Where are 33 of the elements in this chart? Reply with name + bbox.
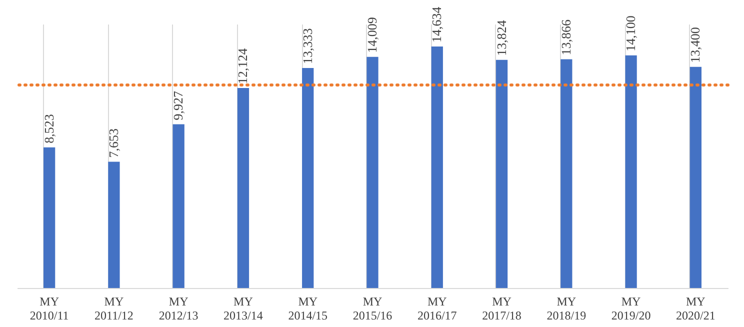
bar xyxy=(302,68,314,288)
x-tick-label: MY 2016/17 xyxy=(417,294,457,322)
data-label: 14,100 xyxy=(623,16,638,52)
x-tick-label: MY 2013/14 xyxy=(224,294,263,322)
bar xyxy=(431,46,443,288)
x-tick-label: MY 2012/13 xyxy=(158,294,198,322)
x-tick-label: MY 2015/16 xyxy=(352,294,392,322)
bar xyxy=(108,162,120,288)
bar xyxy=(690,66,702,288)
data-label: 9,927 xyxy=(170,90,186,120)
data-label: 14,634 xyxy=(429,6,444,43)
bar xyxy=(625,55,637,288)
data-label: 8,523 xyxy=(41,114,56,144)
data-label: 7,653 xyxy=(106,128,121,158)
data-label: 13,866 xyxy=(558,18,574,56)
x-tick-label: MY 2010/11 xyxy=(30,294,69,322)
data-label: 13,400 xyxy=(688,27,703,63)
bar xyxy=(366,56,378,288)
bar xyxy=(560,59,572,288)
bar xyxy=(44,147,56,288)
data-label: 13,333 xyxy=(300,28,315,64)
data-label: 14,009 xyxy=(364,17,380,53)
x-tick-label: MY 2019/20 xyxy=(611,294,651,322)
bar xyxy=(172,124,184,288)
data-label: 12,124 xyxy=(235,48,250,84)
x-tick-label: MY 2017/18 xyxy=(482,294,522,322)
x-tick-label: MY 2014/15 xyxy=(288,294,328,322)
x-tick-label: MY 2020/21 xyxy=(676,294,716,322)
x-tick-label: MY 2018/19 xyxy=(546,294,586,322)
x-tick-label: MY 2011/12 xyxy=(94,294,134,322)
bar xyxy=(237,88,250,288)
bar xyxy=(496,60,508,288)
data-label: 13,824 xyxy=(494,20,509,56)
